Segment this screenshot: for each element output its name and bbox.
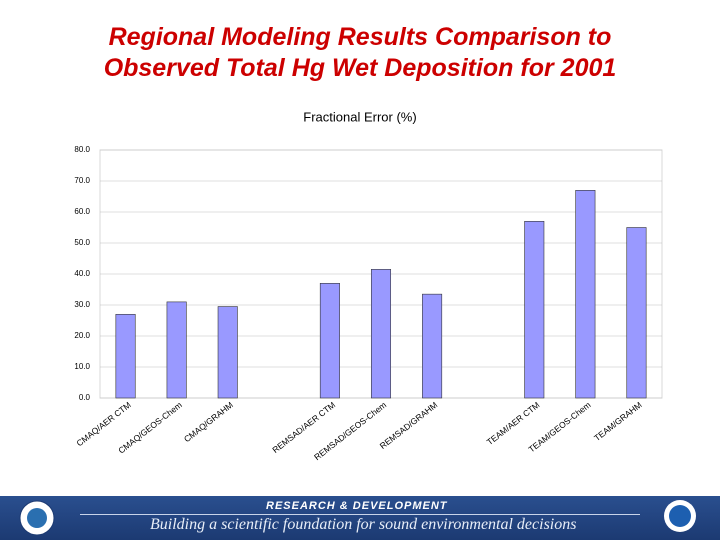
bar bbox=[166, 301, 187, 399]
chart-title: Fractional Error (%) bbox=[303, 109, 416, 124]
footer-logos bbox=[19, 500, 696, 536]
noaa-logo-inner bbox=[669, 505, 691, 527]
title-line: Regional Modeling Results Comparison to bbox=[108, 23, 612, 51]
y-tick-label: 60.0 bbox=[74, 207, 90, 216]
bar bbox=[422, 293, 443, 399]
y-tick-label: 0.0 bbox=[79, 393, 91, 402]
bar bbox=[115, 313, 136, 399]
y-tick-label: 40.0 bbox=[74, 269, 90, 278]
bar bbox=[319, 282, 340, 399]
bar bbox=[575, 190, 596, 399]
y-tick-label: 50.0 bbox=[74, 238, 90, 247]
x-tick-label: CMAQ/GRAHM bbox=[182, 400, 235, 445]
x-tick-label: TEAM/GRAHM bbox=[592, 400, 644, 443]
y-tick-label: 70.0 bbox=[74, 176, 90, 185]
bar bbox=[524, 221, 545, 399]
slide-title: Regional Modeling Results Comparison to … bbox=[0, 22, 720, 84]
y-tick-label: 80.0 bbox=[74, 145, 90, 154]
bar bbox=[217, 306, 238, 399]
x-tick-label: TEAM/AER CTM bbox=[485, 400, 542, 447]
footer: RESEARCH & DEVELOPMENT Building a scient… bbox=[0, 496, 720, 540]
bar bbox=[370, 269, 392, 399]
chart: Fractional Error (%) 0.0 10.0 20.0 30.0 40.0… bbox=[74, 109, 663, 462]
y-tick-label: 10.0 bbox=[74, 362, 90, 371]
y-tick-label: 20.0 bbox=[74, 331, 90, 340]
y-tick-label: 30.0 bbox=[74, 300, 90, 309]
footer-rule bbox=[80, 514, 640, 515]
epa-logo-inner bbox=[27, 508, 47, 528]
footer-tagline: Building a scientific foundation for sou… bbox=[150, 516, 577, 533]
bar bbox=[626, 227, 647, 399]
title-line: Observed Total Hg Wet Deposition for 200… bbox=[103, 54, 617, 82]
footer-heading: RESEARCH & DEVELOPMENT bbox=[266, 500, 448, 512]
